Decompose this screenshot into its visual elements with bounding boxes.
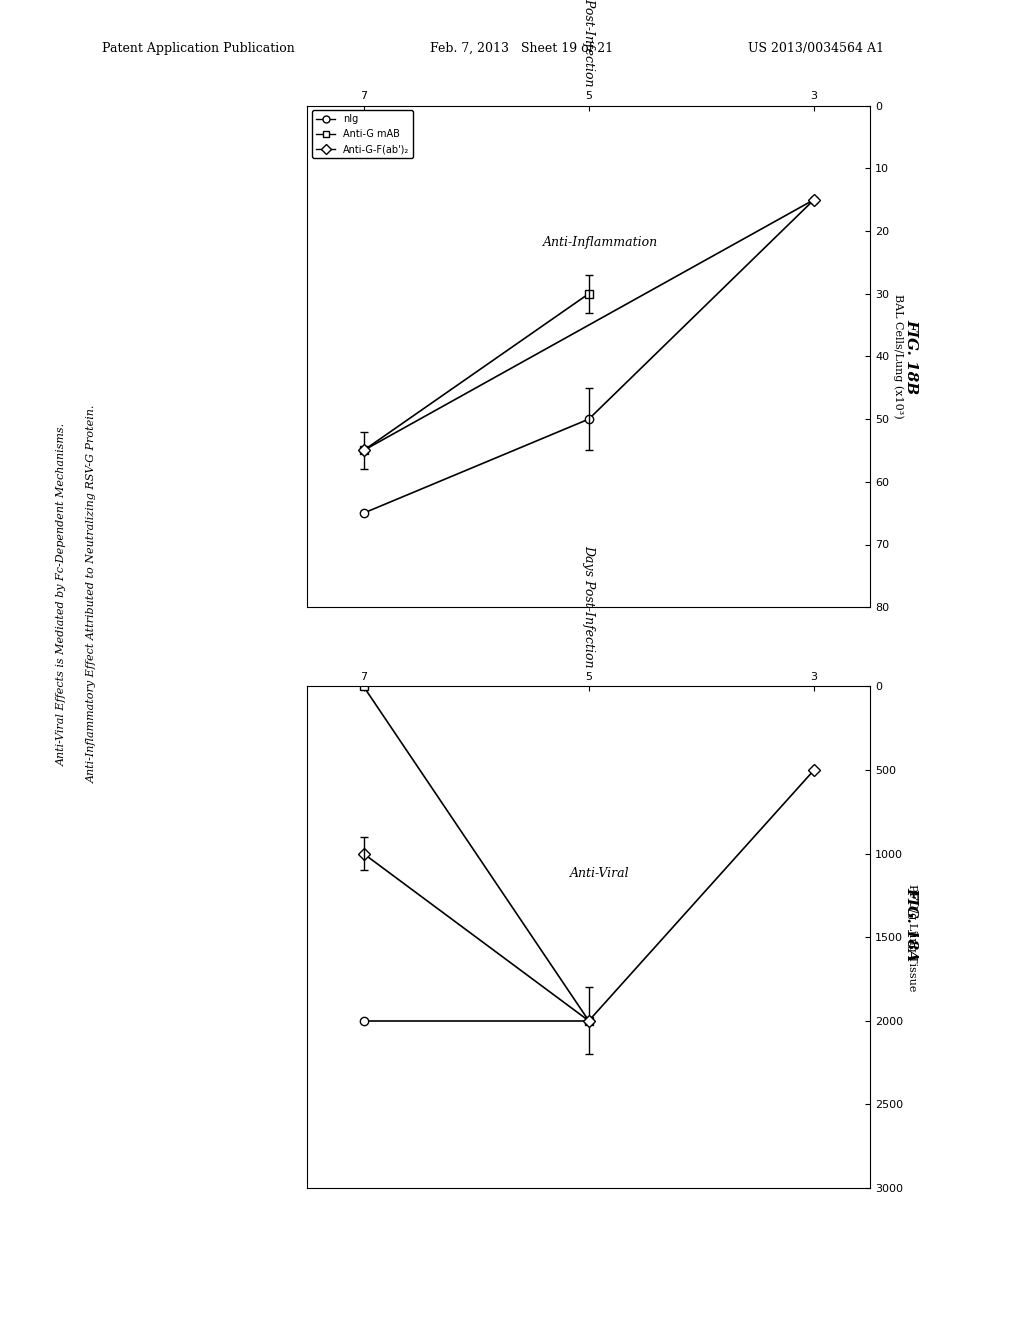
X-axis label: Days Post-Infection: Days Post-Infection [583, 545, 595, 668]
Text: FIG. 18A: FIG. 18A [904, 887, 919, 961]
Text: Patent Application Publication: Patent Application Publication [102, 42, 295, 55]
Y-axis label: BAL Cells/Lung (x10³): BAL Cells/Lung (x10³) [893, 294, 903, 418]
Legend: nIg, Anti-G mAB, Anti-G-F(ab')₂: nIg, Anti-G mAB, Anti-G-F(ab')₂ [312, 111, 414, 158]
Text: US 2013/0034564 A1: US 2013/0034564 A1 [748, 42, 884, 55]
Text: Feb. 7, 2013   Sheet 19 of 21: Feb. 7, 2013 Sheet 19 of 21 [430, 42, 613, 55]
Text: Anti-Viral Effects is Mediated by Fc-Dependent Mechanisms.: Anti-Viral Effects is Mediated by Fc-Dep… [56, 422, 67, 766]
Text: Anti-Inflammation: Anti-Inflammation [543, 236, 657, 249]
Text: Anti-Viral: Anti-Viral [570, 867, 630, 880]
Text: FIG. 18B: FIG. 18B [904, 319, 919, 393]
Text: Anti-Inflammatory Effect Attributed to Neutralizing RSV-G Protein.: Anti-Inflammatory Effect Attributed to N… [87, 405, 97, 783]
X-axis label: Days Post-Infection: Days Post-Infection [583, 0, 595, 87]
Y-axis label: PFU/g Lung Tissue: PFU/g Lung Tissue [907, 883, 918, 991]
